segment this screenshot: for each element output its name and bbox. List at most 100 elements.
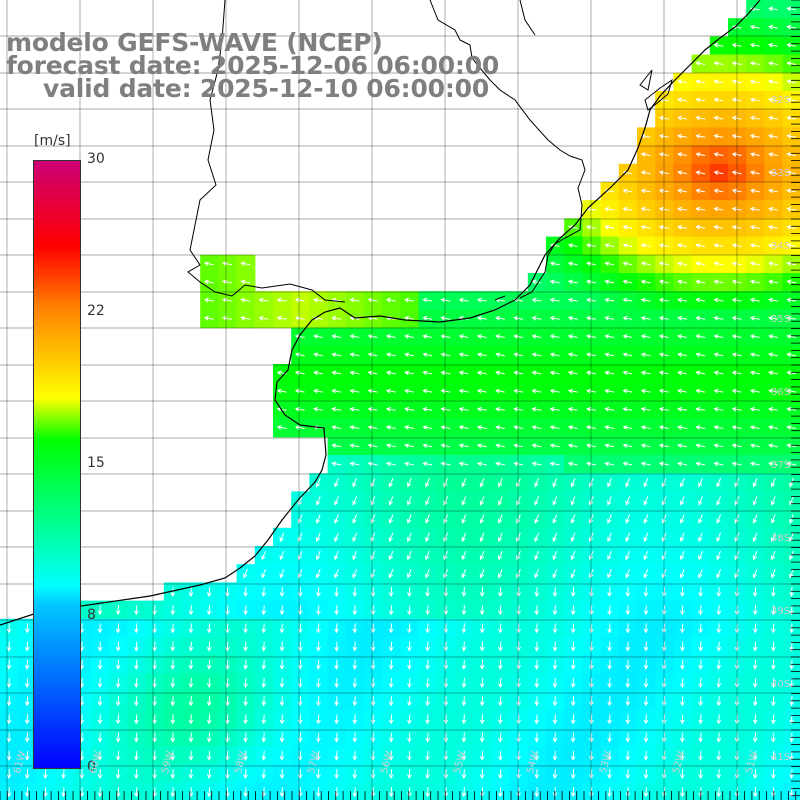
wind-arrow [677,352,687,357]
wind-arrow [458,425,469,430]
wind-arrow [622,425,633,430]
wind-arrow [695,388,706,394]
wind-arrow [422,297,433,303]
wind-arrow [6,696,12,707]
wind-arrow [643,514,649,524]
wind-arrow [203,315,214,321]
colorbar-unit: [m/s] [34,133,71,149]
wind-arrow [695,406,706,412]
wind-arrow [679,496,685,506]
wind-arrow [479,496,485,506]
wind-arrow [134,641,139,652]
wind-arrow [570,514,576,524]
wind-arrow [370,659,376,670]
wind-arrow [498,714,503,725]
wind-arrow [297,496,303,506]
wind-arrow [680,714,685,725]
wind-arrow [406,477,412,488]
wind-arrow [479,586,485,598]
wind-arrow [495,461,505,467]
wind-arrow [713,443,724,448]
wind-arrow [97,677,103,689]
wind-arrow [388,477,394,488]
wind-arrow [115,677,121,689]
wind-arrow [367,334,378,339]
wind-arrow [789,532,794,543]
wind-arrow [297,514,303,524]
wind-arrow [570,550,576,561]
wind-arrow [734,586,740,598]
wind-arrow [695,97,706,103]
wind-arrow [461,768,467,780]
wind-arrow [498,586,503,598]
wind-arrow [188,732,194,743]
wind-arrow [334,787,340,798]
wind-arrow [461,586,467,598]
wind-arrow [152,605,158,616]
wind-arrow [479,477,485,488]
wind-arrow [770,477,776,488]
lat-label: 32S [771,95,791,106]
wind-arrow [749,97,760,103]
wind-arrow [713,261,724,266]
wind-arrow [294,315,305,321]
wind-arrow [695,297,706,303]
wind-arrow [768,97,778,103]
wind-arrow [771,623,776,634]
wind-arrow [643,532,649,543]
wind-arrow [716,641,722,652]
wind-arrow [276,297,287,303]
wind-arrow [440,297,451,303]
wind-arrow [225,659,230,670]
wind-arrow [607,477,612,488]
wind-arrow [749,334,760,339]
wind-arrow [586,388,596,394]
wind-arrow [531,297,542,303]
wind-arrow [552,605,558,616]
wind-arrow [679,568,685,579]
wind-arrow [24,732,30,743]
wind-arrow [316,732,321,743]
wind-arrow [622,352,633,357]
wind-arrow [695,425,706,430]
wind-arrow [297,732,303,743]
wind-arrow [625,768,631,780]
wind-arrow [677,279,687,285]
wind-arrow [749,42,760,48]
wind-arrow [604,461,615,467]
wind-arrow [658,425,669,430]
wind-arrow [552,677,558,689]
wind-arrow [240,315,251,321]
wind-arrow [713,425,724,430]
wind-arrow [570,750,576,761]
wind-arrow [516,641,522,652]
wind-arrow [352,623,358,634]
wind-arrow [531,425,542,430]
wind-arrow [243,568,248,579]
wind-arrow [479,532,485,543]
wind-arrow [679,477,685,488]
wind-arrow [497,514,503,524]
wind-arrow [589,586,594,598]
wind-arrow [534,750,540,761]
lat-label: 38S [771,533,791,544]
wind-arrow [479,605,485,616]
wind-arrow [425,477,430,488]
wind-arrow [315,477,321,488]
wind-arrow [407,696,412,707]
wind-arrow [567,243,578,248]
wind-arrow [713,206,724,212]
wind-arrow [640,188,651,194]
wind-arrow [334,568,339,579]
wind-arrow [680,768,685,780]
wind-arrow [261,677,267,689]
wind-arrow [385,352,396,357]
wind-arrow [731,334,742,339]
wind-arrow [752,568,758,579]
wind-arrow [534,659,540,670]
wind-arrow [479,568,485,579]
wind-arrow [440,388,451,394]
wind-arrow [170,605,176,616]
wind-arrow [713,115,724,121]
